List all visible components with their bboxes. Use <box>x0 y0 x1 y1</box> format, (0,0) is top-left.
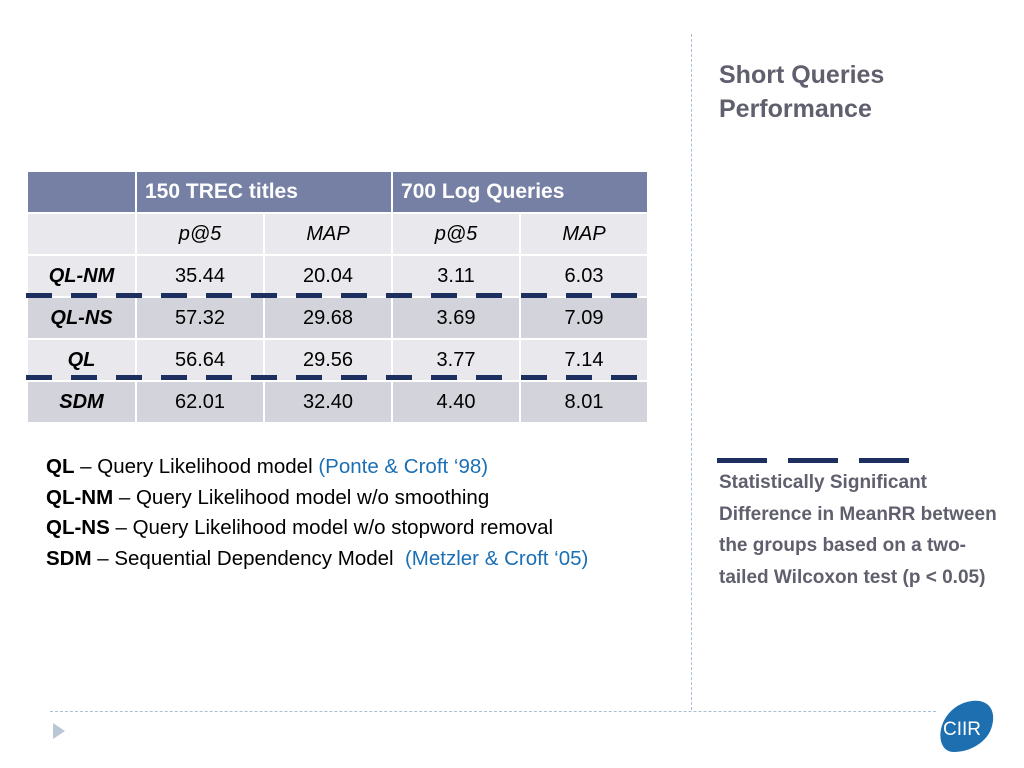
definition-term: QL-NM <box>46 485 114 509</box>
definition-line: QL-NS – Query Likelihood model w/o stopw… <box>46 513 686 544</box>
definition-term: SDM <box>46 546 92 570</box>
value-cell: 3.77 <box>391 338 522 382</box>
model-cell: SDM <box>26 380 137 424</box>
logo-text: CIIR <box>943 719 981 740</box>
group-separator-dashes <box>26 293 637 298</box>
value-cell: 3.69 <box>391 296 522 340</box>
slide-title-line-2: Performance <box>719 95 872 123</box>
significance-note: Statistically Significant Difference in … <box>719 472 997 588</box>
value-cell: 7.14 <box>519 338 650 382</box>
table-row: SDM 62.01 32.40 4.40 8.01 <box>26 380 650 424</box>
model-cell: QL-NM <box>26 254 137 298</box>
group-separator-dashes <box>26 375 637 380</box>
definition-term: QL-NS <box>46 516 110 539</box>
value-cell: 20.04 <box>262 254 394 298</box>
model-cell: QL-NS <box>26 296 137 340</box>
definition-citation: (Metzler & Croft ‘05) <box>404 546 589 570</box>
group-header-cell <box>26 170 137 214</box>
definition-citation: (Ponte & Croft ‘98) <box>318 455 489 478</box>
table-row: QL-NS 57.32 29.68 3.69 7.09 <box>26 296 650 340</box>
value-cell: 7.09 <box>519 296 650 340</box>
definition-text: – Sequential Dependency Model <box>91 546 405 570</box>
metric-header-row: p@5 MAP p@5 MAP <box>26 212 650 256</box>
table-row: QL-NM 35.44 20.04 3.11 6.03 <box>26 254 650 298</box>
metric-header-cell: MAP <box>262 212 394 256</box>
horizontal-divider <box>50 711 936 712</box>
definition-line: QL – Query Likelihood model (Ponte & Cro… <box>46 452 686 483</box>
value-cell: 32.40 <box>262 380 394 424</box>
definition-text: – Query Likelihood model w/o smoothing <box>113 485 490 509</box>
value-cell: 6.03 <box>519 254 650 298</box>
ciir-logo: CIIR <box>940 700 994 752</box>
definition-text: – Query Likelihood model <box>74 455 319 478</box>
model-definitions: QL – Query Likelihood model (Ponte & Cro… <box>46 452 686 574</box>
group-header-cell: 700 Log Queries <box>391 170 650 214</box>
metric-header-cell: p@5 <box>391 212 522 256</box>
definition-line: QL-NM – Query Likelihood model w/o smoot… <box>46 483 686 514</box>
definition-line: SDM – Sequential Dependency Model (Metzl… <box>46 544 686 575</box>
metric-header-cell: p@5 <box>135 212 265 256</box>
value-cell: 29.56 <box>262 338 394 382</box>
metric-header-cell: MAP <box>519 212 650 256</box>
results-table-container: 150 TREC titles 700 Log Queries p@5 MAP … <box>26 170 650 424</box>
value-cell: 4.40 <box>391 380 522 424</box>
group-header-row: 150 TREC titles 700 Log Queries <box>26 170 650 214</box>
value-cell: 62.01 <box>135 380 265 424</box>
table-row: QL 56.64 29.56 3.77 7.14 <box>26 338 650 382</box>
group-header-cell: 150 TREC titles <box>134 170 394 214</box>
definition-text: – Query Likelihood model w/o stopword re… <box>109 516 554 539</box>
definition-term: QL <box>46 455 75 478</box>
model-cell: QL <box>26 338 137 382</box>
slide-title-line-1: Short Queries <box>719 61 885 89</box>
play-triangle-icon <box>53 723 65 739</box>
value-cell: 56.64 <box>135 338 265 382</box>
value-cell: 57.32 <box>135 296 265 340</box>
slide-title: Short Queries Performance <box>719 58 1009 126</box>
results-table: 150 TREC titles 700 Log Queries p@5 MAP … <box>26 170 650 424</box>
value-cell: 3.11 <box>391 254 522 298</box>
vertical-divider <box>691 34 692 710</box>
value-cell: 35.44 <box>135 254 265 298</box>
metric-header-cell <box>26 212 137 256</box>
value-cell: 8.01 <box>519 380 650 424</box>
value-cell: 29.68 <box>262 296 394 340</box>
significance-legend-dashes <box>717 458 909 463</box>
